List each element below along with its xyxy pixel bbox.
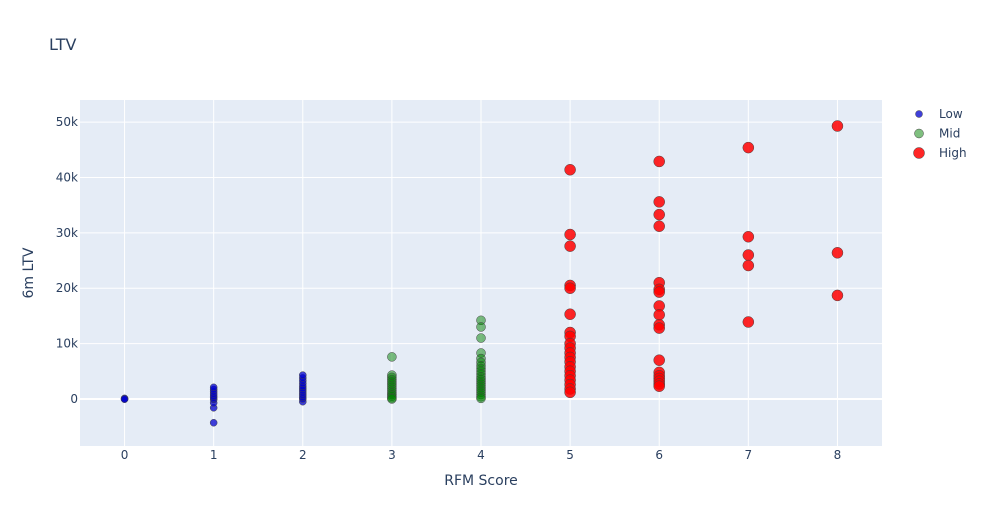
data-point-mid bbox=[387, 352, 397, 362]
data-point-high bbox=[831, 247, 844, 259]
data-point-high bbox=[653, 208, 665, 221]
data-point-high bbox=[742, 316, 755, 328]
legend-item-high[interactable]: High bbox=[913, 146, 967, 160]
legend-marker-high bbox=[913, 147, 925, 159]
data-point-high bbox=[653, 196, 665, 208]
data-point-low bbox=[209, 383, 218, 392]
x-tick-label: 5 bbox=[566, 448, 574, 462]
data-point-high bbox=[742, 259, 755, 272]
x-tick-label: 8 bbox=[834, 448, 842, 462]
legend-item-mid[interactable]: Mid bbox=[914, 127, 961, 141]
data-point-high bbox=[653, 380, 665, 392]
x-tick-label: 3 bbox=[388, 448, 396, 462]
data-point-mid bbox=[387, 394, 397, 404]
chart-title: LTV bbox=[49, 35, 76, 54]
data-point-high bbox=[653, 220, 665, 232]
y-tick-label: 0 bbox=[70, 392, 78, 406]
data-point-high bbox=[564, 308, 576, 320]
y-tick-label: 50k bbox=[56, 115, 78, 129]
data-point-high bbox=[564, 240, 576, 252]
data-point-high bbox=[564, 164, 576, 176]
data-point-high bbox=[564, 228, 576, 241]
y-tick-label: 10k bbox=[56, 337, 78, 351]
data-point-high bbox=[653, 155, 665, 168]
x-tick-label: 1 bbox=[210, 448, 218, 462]
y-axis-title: 6m LTV bbox=[21, 247, 37, 298]
data-point-low bbox=[209, 418, 218, 427]
legend[interactable]: Low Mid High bbox=[913, 107, 967, 160]
legend-label-high: High bbox=[939, 146, 967, 160]
gridlines bbox=[80, 100, 882, 446]
x-tick-label: 4 bbox=[477, 448, 485, 462]
data-point-high bbox=[742, 141, 755, 154]
x-tick-label: 7 bbox=[745, 448, 753, 462]
data-markers bbox=[120, 120, 844, 427]
y-tick-label: 20k bbox=[56, 281, 78, 295]
y-tick-label: 30k bbox=[56, 226, 78, 240]
legend-label-low: Low bbox=[939, 107, 963, 121]
legend-label-mid: Mid bbox=[939, 127, 960, 141]
x-tick-label: 2 bbox=[299, 448, 307, 462]
data-point-high bbox=[564, 282, 576, 294]
legend-marker-low bbox=[915, 110, 923, 118]
data-point-high bbox=[653, 309, 665, 321]
data-point-high bbox=[831, 120, 844, 132]
data-point-high bbox=[742, 249, 755, 261]
data-point-mid bbox=[476, 322, 486, 332]
legend-item-low[interactable]: Low bbox=[915, 107, 963, 121]
tick-labels: 0 1 2 3 4 5 6 7 8 0 10k 20k 30k 40k 50k bbox=[56, 115, 841, 462]
data-point-high bbox=[653, 354, 665, 366]
data-point-high bbox=[653, 286, 665, 298]
data-point-mid bbox=[476, 333, 486, 343]
data-point-mid bbox=[476, 393, 486, 404]
x-tick-label: 6 bbox=[655, 448, 663, 462]
x-axis-title: RFM Score bbox=[444, 473, 518, 489]
data-point-high bbox=[564, 386, 576, 399]
data-point-high bbox=[742, 230, 755, 243]
data-point-low bbox=[120, 395, 129, 403]
legend-marker-mid bbox=[914, 128, 924, 139]
data-point-high bbox=[653, 322, 665, 334]
y-tick-label: 40k bbox=[56, 171, 78, 185]
x-tick-label: 0 bbox=[121, 448, 129, 462]
data-point-high bbox=[831, 289, 844, 302]
data-point-low bbox=[299, 371, 307, 379]
